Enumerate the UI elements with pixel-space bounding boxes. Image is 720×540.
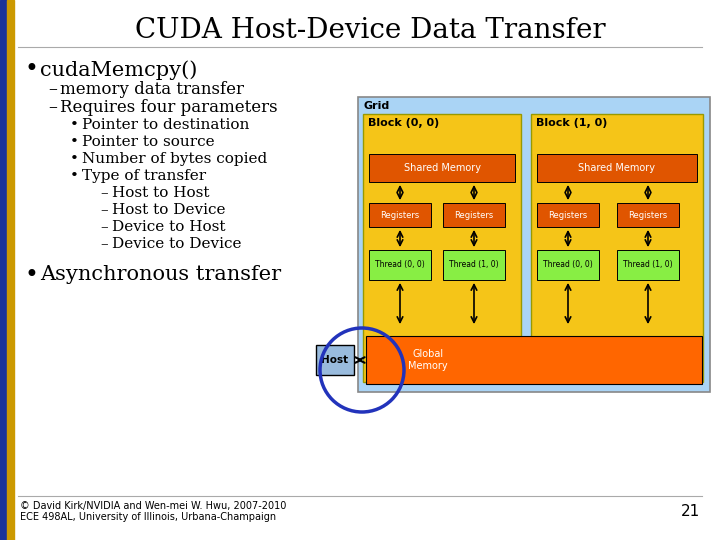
Bar: [531, 114, 703, 382]
Text: –: –: [100, 220, 107, 234]
Text: •: •: [70, 135, 79, 149]
Text: Thread (0, 0): Thread (0, 0): [375, 260, 425, 269]
Text: Device to Device: Device to Device: [112, 237, 241, 251]
Text: cudaMemcpy(): cudaMemcpy(): [40, 60, 197, 80]
Bar: [363, 114, 521, 382]
Text: Registers: Registers: [454, 211, 494, 219]
Bar: [537, 203, 599, 227]
Text: ECE 498AL, University of Illinois, Urbana-Champaign: ECE 498AL, University of Illinois, Urban…: [20, 512, 276, 522]
Bar: [369, 154, 515, 182]
Text: Asynchronous transfer: Asynchronous transfer: [40, 266, 281, 285]
Text: Pointer to destination: Pointer to destination: [82, 118, 249, 132]
Text: Type of transfer: Type of transfer: [82, 169, 206, 183]
Text: Number of bytes copied: Number of bytes copied: [82, 152, 267, 166]
Text: •: •: [70, 152, 79, 166]
Text: Host to Host: Host to Host: [112, 186, 210, 200]
Text: Grid: Grid: [363, 101, 390, 111]
Text: –: –: [48, 98, 57, 116]
Text: •: •: [70, 169, 79, 183]
Text: •: •: [70, 118, 79, 132]
Bar: [537, 250, 599, 280]
Text: •: •: [24, 264, 38, 287]
Text: Thread (1, 0): Thread (1, 0): [449, 260, 499, 269]
Text: Global
Memory: Global Memory: [408, 349, 448, 371]
Text: Registers: Registers: [380, 211, 420, 219]
Text: •: •: [24, 58, 38, 82]
Text: Registers: Registers: [629, 211, 667, 219]
Text: Device to Host: Device to Host: [112, 220, 225, 234]
Bar: [369, 203, 431, 227]
Bar: [443, 250, 505, 280]
Text: Block (0, 0): Block (0, 0): [368, 118, 439, 128]
Bar: [537, 154, 697, 182]
Bar: [617, 203, 679, 227]
Text: Pointer to source: Pointer to source: [82, 135, 215, 149]
Bar: [0, 0, 7, 540]
Text: Shared Memory: Shared Memory: [403, 163, 480, 173]
Bar: [369, 250, 431, 280]
Text: –: –: [48, 80, 57, 98]
Text: –: –: [100, 186, 107, 200]
Text: © David Kirk/NVIDIA and Wen-mei W. Hwu, 2007-2010: © David Kirk/NVIDIA and Wen-mei W. Hwu, …: [20, 501, 287, 511]
Text: Requires four parameters: Requires four parameters: [60, 98, 278, 116]
Bar: [358, 97, 710, 392]
Bar: [443, 203, 505, 227]
Text: memory data transfer: memory data transfer: [60, 80, 244, 98]
Text: CUDA Host-Device Data Transfer: CUDA Host-Device Data Transfer: [135, 17, 606, 44]
Text: –: –: [100, 203, 107, 217]
Text: Registers: Registers: [549, 211, 588, 219]
Bar: [617, 250, 679, 280]
Text: 21: 21: [680, 504, 700, 519]
Bar: [7, 0, 14, 540]
Bar: [316, 345, 354, 375]
Text: Thread (0, 0): Thread (0, 0): [543, 260, 593, 269]
Text: –: –: [100, 237, 107, 251]
Text: Host: Host: [321, 355, 348, 365]
Text: Thread (1, 0): Thread (1, 0): [624, 260, 672, 269]
Text: Shared Memory: Shared Memory: [578, 163, 655, 173]
Text: Block (1, 0): Block (1, 0): [536, 118, 608, 128]
Bar: [366, 336, 702, 384]
Text: Host to Device: Host to Device: [112, 203, 225, 217]
